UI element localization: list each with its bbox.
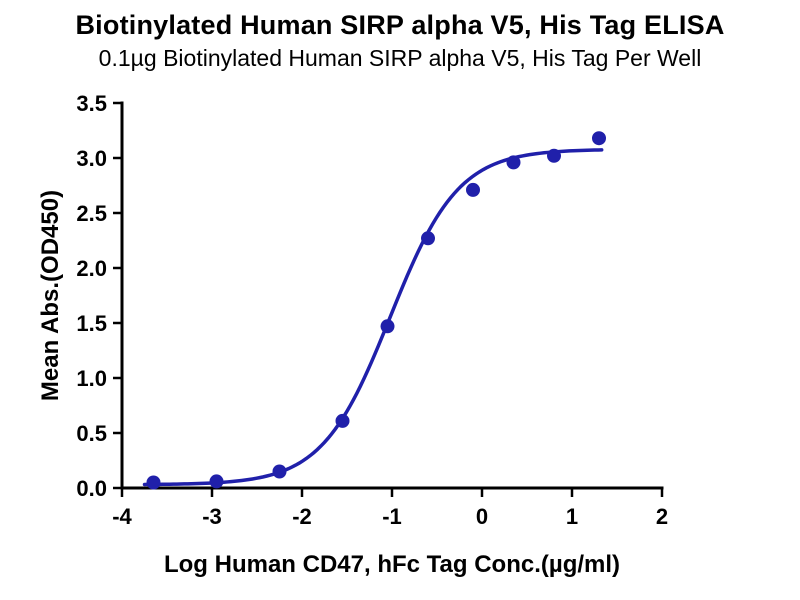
y-axis-title: Mean Abs.(OD450)	[37, 190, 64, 401]
x-ticks: -4 -3 -2 -1 0 1 2	[112, 488, 668, 529]
data-point	[547, 148, 561, 163]
data-point	[421, 231, 435, 246]
x-axis-title: Log Human CD47, hFc Tag Conc.(µg/ml)	[164, 551, 620, 578]
data-point	[592, 131, 606, 146]
x-tick-label: -3	[202, 504, 222, 529]
data-point	[272, 464, 287, 479]
x-tick-label: 0	[476, 504, 488, 529]
data-point	[209, 474, 224, 489]
data-point	[466, 182, 480, 197]
y-tick-label: 0.0	[76, 476, 107, 501]
data-point	[335, 413, 350, 428]
y-ticks: 0.0 0.5 1.0 1.5 2.0 2.5 3.0 3.5	[76, 91, 122, 501]
data-point	[506, 155, 521, 170]
x-tick-label: -2	[292, 504, 312, 529]
x-tick-label: -1	[382, 504, 402, 529]
fit-curve	[142, 148, 604, 487]
chart-title: Biotinylated Human SIRP alpha V5, His Ta…	[75, 10, 725, 40]
chart-subtitle: 0.1µg Biotinylated Human SIRP alpha V5, …	[98, 45, 702, 71]
y-tick-label: 1.5	[76, 311, 107, 336]
y-tick-label: 2.0	[76, 256, 107, 281]
plot-area: -4 -3 -2 -1 0 1 2 0.0 0.5 1.0 1.5 2.0 2.5 3.0 3.5 Log H…	[0, 80, 800, 600]
axes	[120, 101, 664, 490]
y-tick-label: 0.5	[76, 421, 107, 446]
elisa-plot: -4 -3 -2 -1 0 1 2 0.0 0.5 1.0 1.5 2.0 2.5 3.0 3.5 Log H…	[37, 91, 668, 578]
y-tick-label: 3.0	[76, 146, 107, 171]
data-point	[146, 475, 161, 490]
x-tick-label: 2	[656, 504, 668, 529]
y-tick-label: 3.5	[76, 91, 107, 116]
y-tick-label: 1.0	[76, 366, 107, 391]
x-tick-label: 1	[566, 504, 578, 529]
data-points	[146, 131, 606, 490]
data-point	[380, 319, 395, 334]
y-tick-label: 2.5	[76, 201, 107, 226]
x-tick-label: -4	[112, 504, 132, 529]
